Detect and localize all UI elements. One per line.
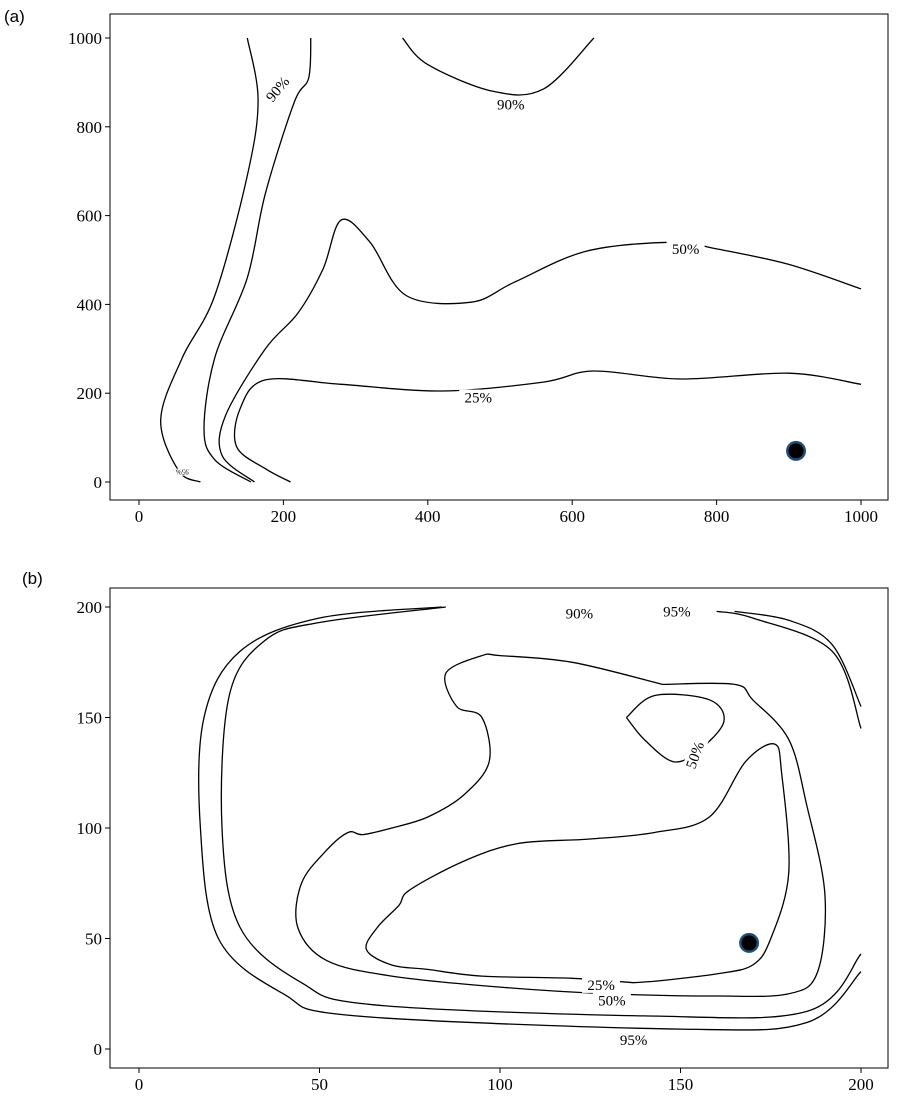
contour-line: [365, 743, 790, 984]
contour-label-mask: [560, 605, 599, 622]
location-marker: [788, 443, 804, 459]
contour-label-mask: [175, 468, 190, 476]
contour-label-group: 25%: [459, 389, 498, 407]
x-tick-label: 600: [559, 507, 585, 526]
panel-tag-a: (a): [4, 7, 25, 26]
contour-line: [198, 606, 862, 1031]
contour-label-group: 50%: [666, 240, 705, 258]
contour-label-group: 95%: [175, 468, 190, 476]
contour-label: 50%: [672, 242, 700, 258]
x-tick-label: 400: [415, 507, 441, 526]
contour-label-mask: [666, 240, 705, 257]
contour-label: 95%: [620, 1033, 648, 1049]
x-tick-label: 0: [135, 1075, 144, 1094]
contour-label: 50%: [598, 993, 626, 1009]
x-tick-label: 1000: [844, 507, 878, 526]
contour-label-mask: [592, 992, 631, 1009]
y-tick-label: 100: [77, 819, 103, 838]
contour-line: [625, 693, 725, 763]
contour-label-group: 25%: [582, 976, 621, 994]
contour-chart-a: 90% 90% 50% 25% 95% 0 200 400 600 800 1000 0 200 400 6…: [68, 13, 889, 526]
plot-frame: [109, 13, 889, 501]
contour-line: [220, 606, 862, 1019]
y-tick-label: 50: [85, 930, 102, 949]
contour-line: [734, 610, 862, 707]
contour-label: 25%: [587, 978, 615, 994]
y-tick-label: 200: [77, 384, 103, 403]
contour-label-group: 50%: [592, 992, 631, 1009]
panel-tag-b: (b): [22, 569, 43, 588]
contour-label-mask: [657, 603, 696, 620]
contour-line: [218, 218, 862, 483]
contour-line: [402, 37, 595, 96]
contour-label-mask: [459, 389, 498, 406]
x-tick-label: 50: [311, 1075, 328, 1094]
contour-label-mask: [582, 976, 621, 993]
contour-label: 90%: [497, 98, 525, 114]
contour-label: 50%: [684, 740, 708, 771]
x-tick-label: 200: [271, 507, 297, 526]
contour-label-group: 90%: [491, 96, 530, 114]
x-tick-label: 800: [704, 507, 730, 526]
contour-label-group: 95%: [614, 1032, 653, 1049]
contour-label-mask: [680, 734, 709, 776]
contour-label-group: 50%: [680, 734, 709, 776]
y-tick-label: 200: [77, 598, 103, 617]
y-tick-label: 0: [94, 1040, 103, 1059]
contour-line: [160, 37, 259, 483]
location-marker: [741, 935, 757, 951]
contour-line: [716, 610, 862, 729]
contour-label-group: 90%: [259, 69, 296, 109]
contour-label-mask: [259, 69, 296, 109]
contour-label: 25%: [465, 391, 493, 407]
contour-line: [295, 653, 827, 998]
contour-label: 90%: [566, 607, 594, 623]
x-tick-label: 100: [487, 1075, 513, 1094]
y-tick-label: 400: [77, 295, 103, 314]
contour-label: 95%: [176, 468, 189, 476]
contour-label-mask: [491, 96, 530, 113]
contour-chart-b: 90% 95%50%25%50%95%0 50 100 150 2000501001502…: [77, 587, 889, 1094]
contour-line: [203, 37, 312, 483]
x-tick-label: 0: [135, 507, 144, 526]
x-tick-label: 150: [668, 1075, 694, 1094]
y-tick-label: 0: [94, 473, 103, 492]
y-tick-label: 800: [77, 118, 103, 137]
contour-label-mask: [614, 1032, 653, 1049]
contour-label-group: 95%: [657, 603, 696, 620]
y-tick-label: 150: [77, 709, 103, 728]
contour-label: 95%: [663, 604, 691, 620]
contour-line: [233, 370, 862, 483]
x-tick-label: 200: [848, 1075, 874, 1094]
contour-label-group: 90%: [560, 605, 599, 623]
y-tick-label: 1000: [68, 29, 102, 48]
y-tick-label: 600: [77, 207, 103, 226]
